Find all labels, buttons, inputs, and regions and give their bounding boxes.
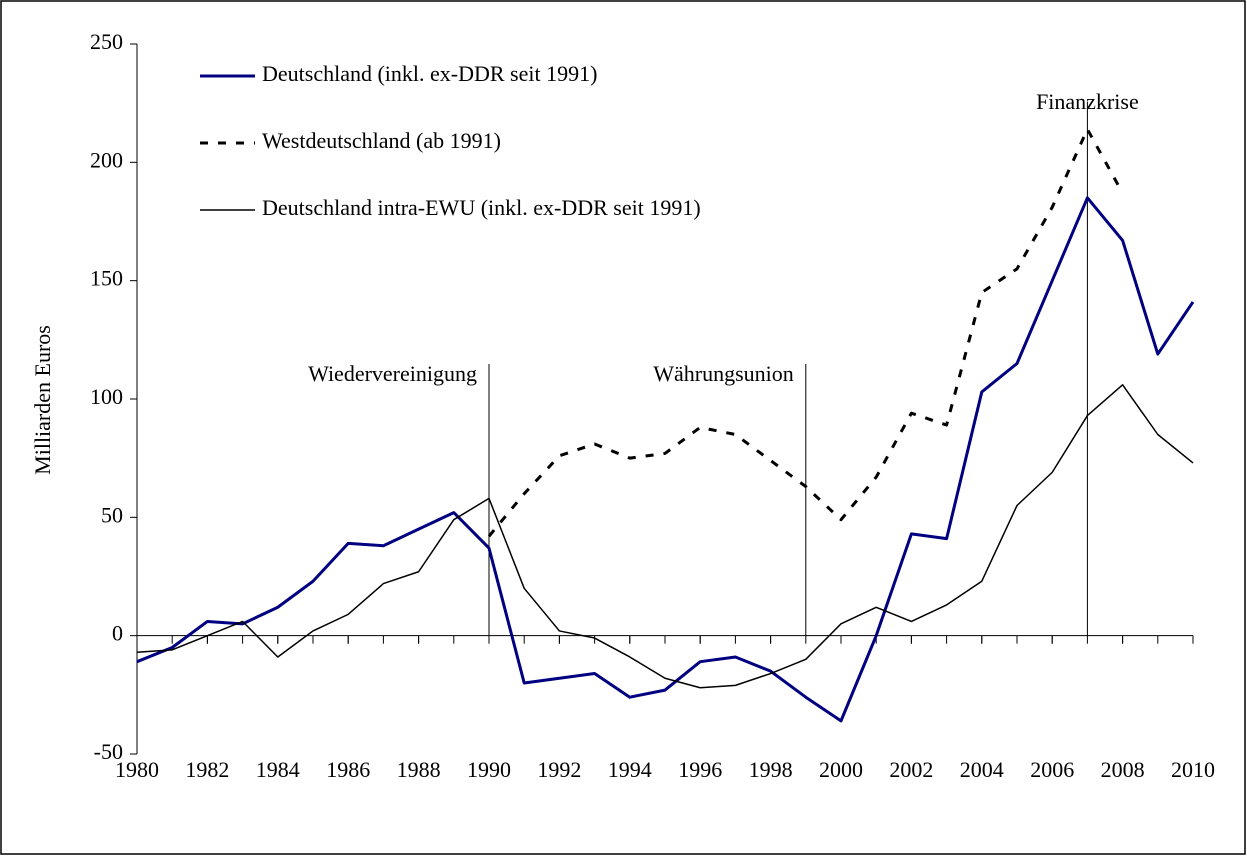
x-tick-label: 1984 (256, 757, 300, 782)
y-tick-label: 50 (101, 502, 123, 527)
x-tick-label: 1980 (115, 757, 159, 782)
y-tick-label: 100 (90, 384, 123, 409)
y-tick-label: 0 (112, 621, 123, 646)
y-tick-label: -50 (94, 739, 123, 764)
y-tick-label: 250 (90, 29, 123, 54)
x-tick-label: 1998 (749, 757, 793, 782)
x-tick-label: 2002 (889, 757, 933, 782)
x-tick-label: 2000 (819, 757, 863, 782)
legend-label: Deutschland (inkl. ex-DDR seit 1991) (262, 61, 597, 86)
x-tick-label: 1986 (326, 757, 370, 782)
y-tick-label: 150 (90, 266, 123, 291)
y-tick-label: 200 (90, 147, 123, 172)
x-tick-label: 2004 (960, 757, 1004, 782)
series-line (487, 127, 1124, 538)
x-tick-label: 1992 (537, 757, 581, 782)
x-tick-label: 2008 (1101, 757, 1145, 782)
x-tick-label: 1982 (185, 757, 229, 782)
legend-label: Deutschland intra-EWU (inkl. ex-DDR seit… (262, 195, 701, 220)
x-tick-label: 1996 (678, 757, 722, 782)
series-line (136, 196, 1195, 723)
x-tick-label: 2010 (1171, 757, 1215, 782)
annotation-label: Wiedervereinigung (308, 361, 477, 386)
x-tick-label: 1990 (467, 757, 511, 782)
annotation-label: Währungsunion (653, 361, 794, 386)
y-axis-label: Milliarden Euros (30, 325, 55, 475)
x-tick-label: 2006 (1030, 757, 1074, 782)
legend-label: Westdeutschland (ab 1991) (262, 128, 501, 153)
x-tick-label: 1988 (397, 757, 441, 782)
series-line (136, 384, 1194, 689)
annotation-label: Finanzkrise (1036, 89, 1139, 114)
x-tick-label: 1994 (608, 757, 652, 782)
